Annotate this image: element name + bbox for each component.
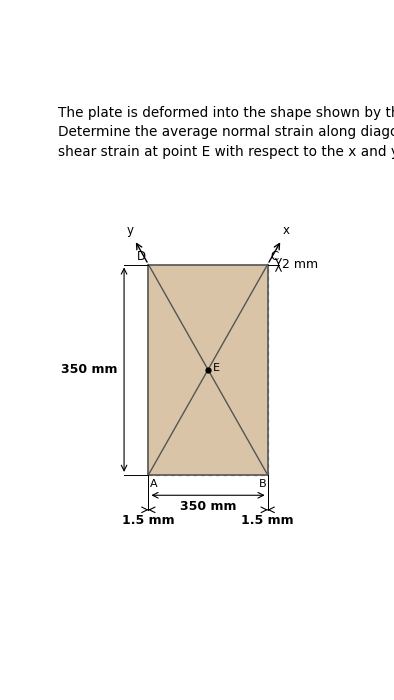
Text: 1.5 mm: 1.5 mm [242,514,294,527]
Text: x: x [282,224,290,237]
Text: C: C [270,251,278,263]
Text: E: E [213,363,220,372]
Text: The plate is deformed into the shape shown by the dashed lines.
Determine the av: The plate is deformed into the shape sho… [58,106,394,159]
Text: 350 mm: 350 mm [180,500,236,512]
Text: y: y [126,224,134,237]
Text: 2 mm: 2 mm [282,258,318,272]
Text: A: A [150,479,158,489]
Polygon shape [149,265,268,475]
Text: D: D [137,251,146,263]
Text: 350 mm: 350 mm [61,363,117,376]
Text: 1.5 mm: 1.5 mm [122,514,175,527]
Text: B: B [258,479,266,489]
